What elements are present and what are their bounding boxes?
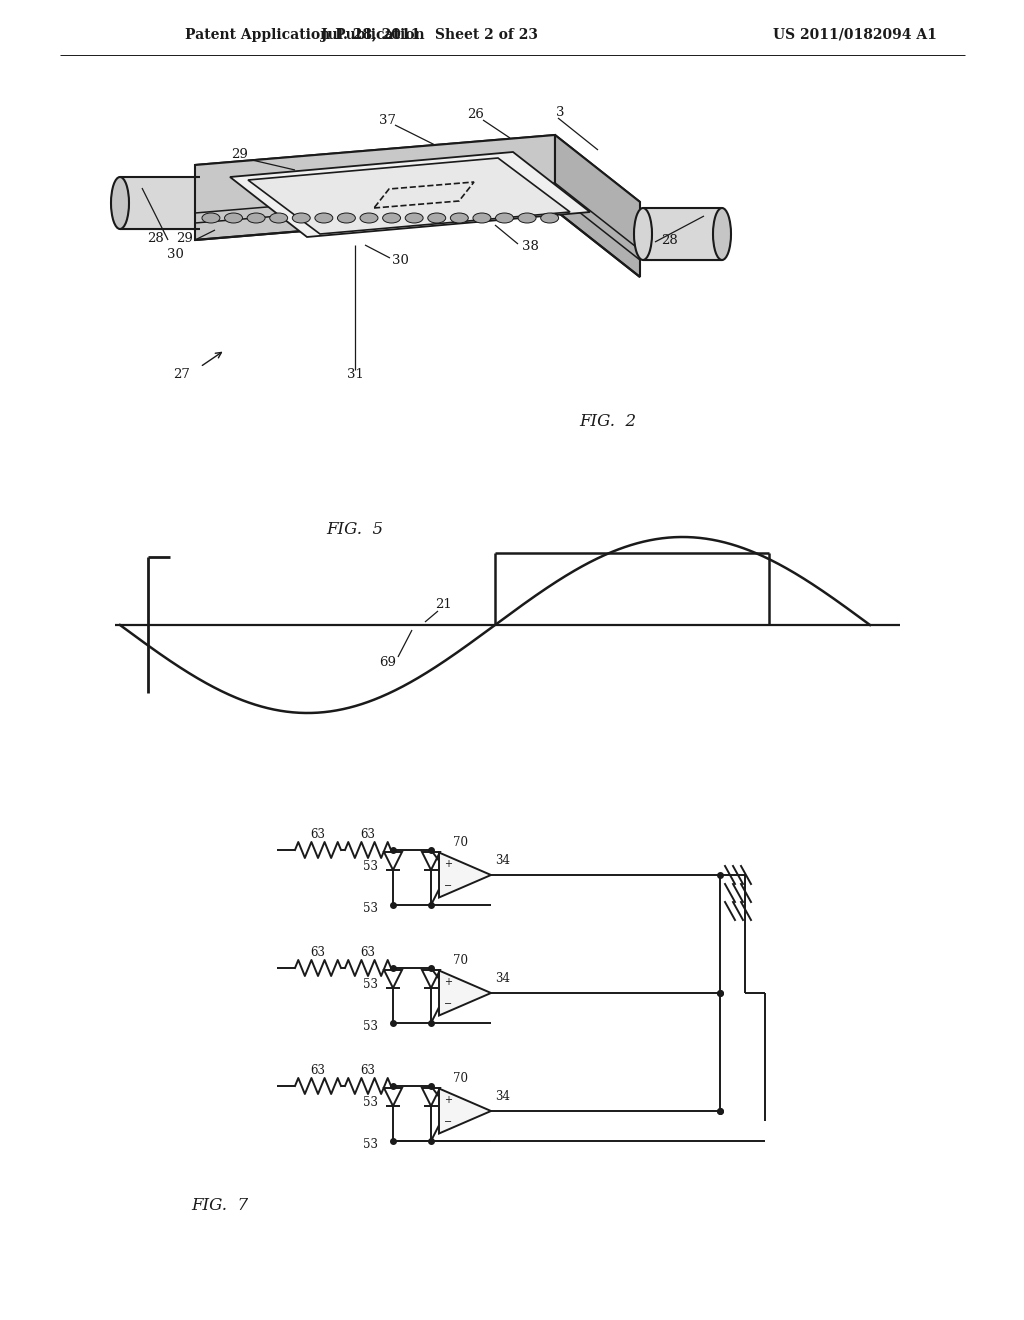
Polygon shape: [439, 1089, 490, 1134]
Text: 37: 37: [380, 114, 396, 127]
Text: 53: 53: [364, 1138, 379, 1151]
Text: 21: 21: [434, 598, 452, 611]
Text: FIG.  5: FIG. 5: [327, 521, 384, 539]
Ellipse shape: [292, 213, 310, 223]
Polygon shape: [439, 970, 490, 1015]
Text: 28: 28: [146, 231, 164, 244]
Text: +: +: [444, 1094, 452, 1105]
Ellipse shape: [473, 213, 490, 223]
Text: US 2011/0182094 A1: US 2011/0182094 A1: [773, 28, 937, 42]
Text: Patent Application Publication: Patent Application Publication: [185, 28, 425, 42]
Text: 30: 30: [167, 248, 183, 261]
Text: 38: 38: [521, 240, 539, 253]
Text: 26: 26: [468, 108, 484, 121]
Text: 63: 63: [360, 828, 376, 841]
Text: 31: 31: [346, 368, 364, 381]
Text: 70: 70: [453, 954, 468, 968]
Text: FIG.  7: FIG. 7: [191, 1196, 249, 1213]
Text: −: −: [444, 882, 452, 891]
Text: 69: 69: [380, 656, 396, 669]
Ellipse shape: [496, 213, 513, 223]
Text: +: +: [444, 859, 452, 869]
Ellipse shape: [314, 213, 333, 223]
Polygon shape: [195, 135, 555, 240]
Ellipse shape: [202, 213, 220, 223]
Text: 53: 53: [364, 1019, 379, 1032]
Text: 34: 34: [496, 854, 511, 867]
Polygon shape: [439, 853, 490, 898]
Text: 3: 3: [556, 106, 564, 119]
Ellipse shape: [111, 177, 129, 228]
Ellipse shape: [247, 213, 265, 223]
Ellipse shape: [383, 213, 400, 223]
Text: 53: 53: [364, 902, 379, 915]
Text: 30: 30: [391, 253, 409, 267]
Ellipse shape: [269, 213, 288, 223]
Text: 70: 70: [453, 836, 468, 849]
Text: 27: 27: [173, 368, 190, 381]
Text: 53: 53: [364, 1096, 379, 1109]
Text: 29: 29: [176, 231, 194, 244]
Ellipse shape: [451, 213, 468, 223]
Text: 53: 53: [364, 978, 379, 990]
Text: 28: 28: [662, 234, 678, 247]
Ellipse shape: [428, 213, 445, 223]
Ellipse shape: [518, 213, 536, 223]
Text: 34: 34: [496, 973, 511, 986]
Ellipse shape: [541, 213, 559, 223]
Text: −: −: [444, 999, 452, 1010]
Polygon shape: [555, 135, 640, 277]
Ellipse shape: [634, 209, 652, 260]
Text: FIG.  2: FIG. 2: [580, 413, 637, 430]
Polygon shape: [195, 135, 640, 232]
Ellipse shape: [360, 213, 378, 223]
Text: 63: 63: [360, 945, 376, 958]
Text: 63: 63: [310, 828, 326, 841]
Text: 63: 63: [310, 1064, 326, 1077]
Text: 29: 29: [231, 149, 249, 161]
Text: Jul. 28, 2011   Sheet 2 of 23: Jul. 28, 2011 Sheet 2 of 23: [322, 28, 539, 42]
Text: +: +: [444, 977, 452, 987]
Ellipse shape: [338, 213, 355, 223]
Text: 63: 63: [360, 1064, 376, 1077]
Ellipse shape: [406, 213, 423, 223]
Ellipse shape: [224, 213, 243, 223]
Text: 70: 70: [453, 1072, 468, 1085]
Polygon shape: [230, 152, 590, 238]
Ellipse shape: [713, 209, 731, 260]
Text: −: −: [444, 1117, 452, 1127]
Text: 53: 53: [364, 859, 379, 873]
Text: 63: 63: [310, 945, 326, 958]
Polygon shape: [248, 158, 570, 234]
Text: 34: 34: [496, 1090, 511, 1104]
